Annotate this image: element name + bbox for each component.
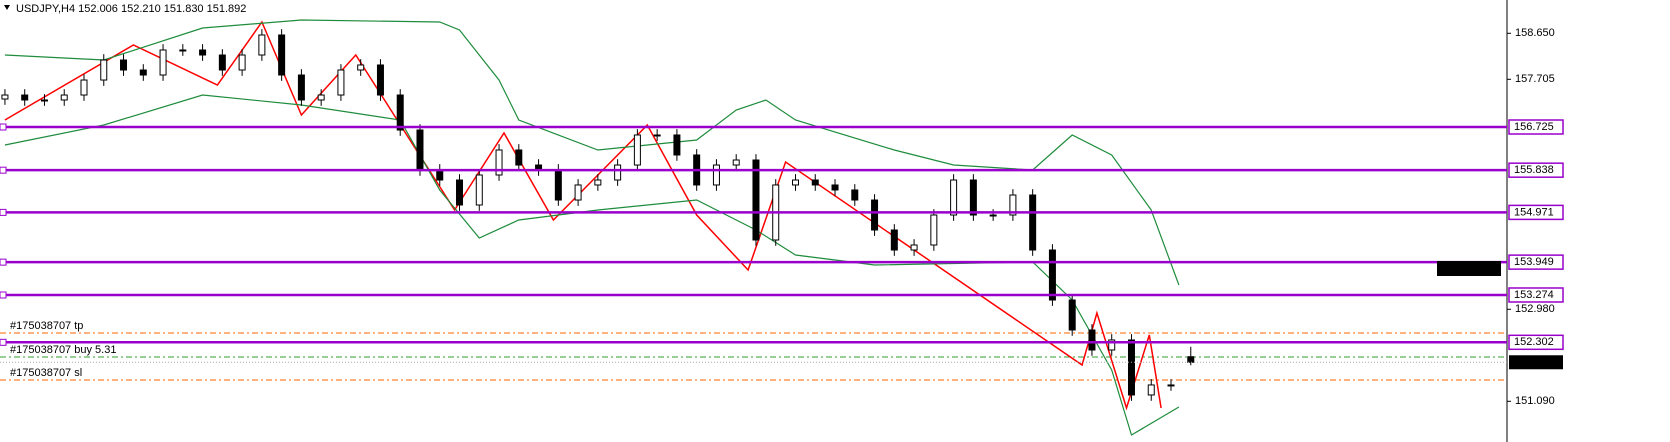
candle-body bbox=[989, 214, 997, 217]
level-label: 153.274 bbox=[1514, 289, 1554, 301]
level-label: 154.971 bbox=[1514, 206, 1554, 218]
candle-body bbox=[712, 164, 720, 186]
candle-body bbox=[574, 184, 582, 201]
candle-body bbox=[1167, 384, 1175, 387]
level-label-box bbox=[1508, 334, 1564, 351]
candle-body bbox=[1147, 384, 1155, 396]
candle-body bbox=[179, 49, 187, 52]
candle-body bbox=[653, 134, 661, 137]
chart-header: USDJPY,H4 152.006 152.210 151.830 151.89… bbox=[16, 3, 246, 15]
candle-body bbox=[515, 149, 523, 166]
candle-body bbox=[80, 79, 88, 96]
candle-body bbox=[910, 244, 918, 251]
candle-body bbox=[60, 94, 68, 101]
candle-body bbox=[871, 199, 879, 231]
level-label-box bbox=[1508, 204, 1564, 221]
candle-body bbox=[100, 59, 108, 81]
candle-body bbox=[40, 99, 48, 102]
candle-body bbox=[950, 179, 958, 216]
candle-body bbox=[357, 64, 365, 71]
menu-arrow[interactable] bbox=[4, 5, 10, 10]
candle-body bbox=[811, 179, 819, 186]
candle-body bbox=[1127, 339, 1135, 396]
candle-body bbox=[752, 159, 760, 241]
y-tick-label: 151.090 bbox=[1515, 395, 1555, 407]
candle-body bbox=[554, 169, 562, 201]
candle-body bbox=[890, 229, 898, 251]
level-handle bbox=[0, 123, 7, 131]
order-label: #175038707 sl bbox=[10, 367, 82, 379]
candle-body bbox=[396, 94, 404, 131]
y-tick-label: 157.705 bbox=[1515, 73, 1555, 85]
candle-body bbox=[673, 134, 681, 156]
candle-body bbox=[159, 49, 167, 76]
candle-body bbox=[416, 129, 424, 171]
level-label: 153.949 bbox=[1514, 256, 1554, 268]
level-label-box bbox=[1508, 254, 1564, 270]
candle-body bbox=[337, 69, 345, 96]
level-handle bbox=[0, 338, 7, 346]
candle-body bbox=[614, 164, 622, 181]
candle-body bbox=[732, 159, 740, 166]
candle-body bbox=[930, 214, 938, 246]
order-label: #175038707 buy 5.31 bbox=[10, 344, 116, 356]
level-label-box bbox=[1508, 287, 1564, 303]
candle-body bbox=[1088, 329, 1096, 351]
candle-body bbox=[21, 94, 29, 101]
candle-body bbox=[1009, 194, 1017, 216]
current-price-label: 151.892 bbox=[1514, 356, 1554, 368]
candle-body bbox=[376, 64, 384, 96]
level-handle bbox=[0, 258, 7, 266]
candle-body bbox=[633, 134, 641, 166]
candle-body bbox=[139, 69, 147, 76]
indicator-box bbox=[1437, 261, 1501, 276]
level-label: 155.838 bbox=[1514, 164, 1554, 176]
candle-body bbox=[317, 94, 325, 101]
candle-body bbox=[258, 34, 266, 56]
candle-body bbox=[1048, 249, 1056, 301]
level-handle bbox=[0, 291, 7, 299]
order-label: #175038707 tp bbox=[10, 320, 83, 332]
bollinger-band bbox=[4, 19, 1180, 286]
level-label-box bbox=[1508, 119, 1564, 135]
candle-body bbox=[495, 149, 503, 176]
indicator-label: BB ON bbox=[1452, 263, 1486, 275]
level-label: 152.302 bbox=[1514, 336, 1554, 348]
candle-body bbox=[1068, 299, 1076, 331]
y-tick-label: 158.650 bbox=[1515, 27, 1555, 39]
candle-body bbox=[475, 174, 483, 206]
candle-body bbox=[297, 74, 305, 101]
candle-body bbox=[1, 94, 9, 100]
level-label: 156.725 bbox=[1514, 121, 1554, 133]
candle-body bbox=[1029, 194, 1037, 251]
candle-body bbox=[238, 54, 246, 71]
candle-body bbox=[1187, 356, 1195, 363]
candle-body bbox=[199, 49, 207, 56]
candle-body bbox=[436, 169, 444, 181]
level-label-box bbox=[1508, 162, 1564, 178]
candle-body bbox=[120, 59, 128, 71]
candle-body bbox=[218, 54, 226, 71]
candle-body bbox=[594, 179, 602, 186]
current-price-box bbox=[1509, 355, 1563, 370]
level-handle bbox=[0, 208, 7, 216]
level-handle bbox=[0, 166, 7, 174]
y-tick-label: 152.980 bbox=[1515, 303, 1555, 315]
zigzag bbox=[4, 20, 1162, 411]
candle-body bbox=[791, 179, 799, 186]
candle-body bbox=[831, 184, 839, 191]
candle-body bbox=[851, 189, 859, 201]
candle-body bbox=[456, 179, 464, 206]
candle-body bbox=[969, 179, 977, 216]
candle-body bbox=[278, 34, 286, 76]
candle-body bbox=[1108, 339, 1116, 351]
